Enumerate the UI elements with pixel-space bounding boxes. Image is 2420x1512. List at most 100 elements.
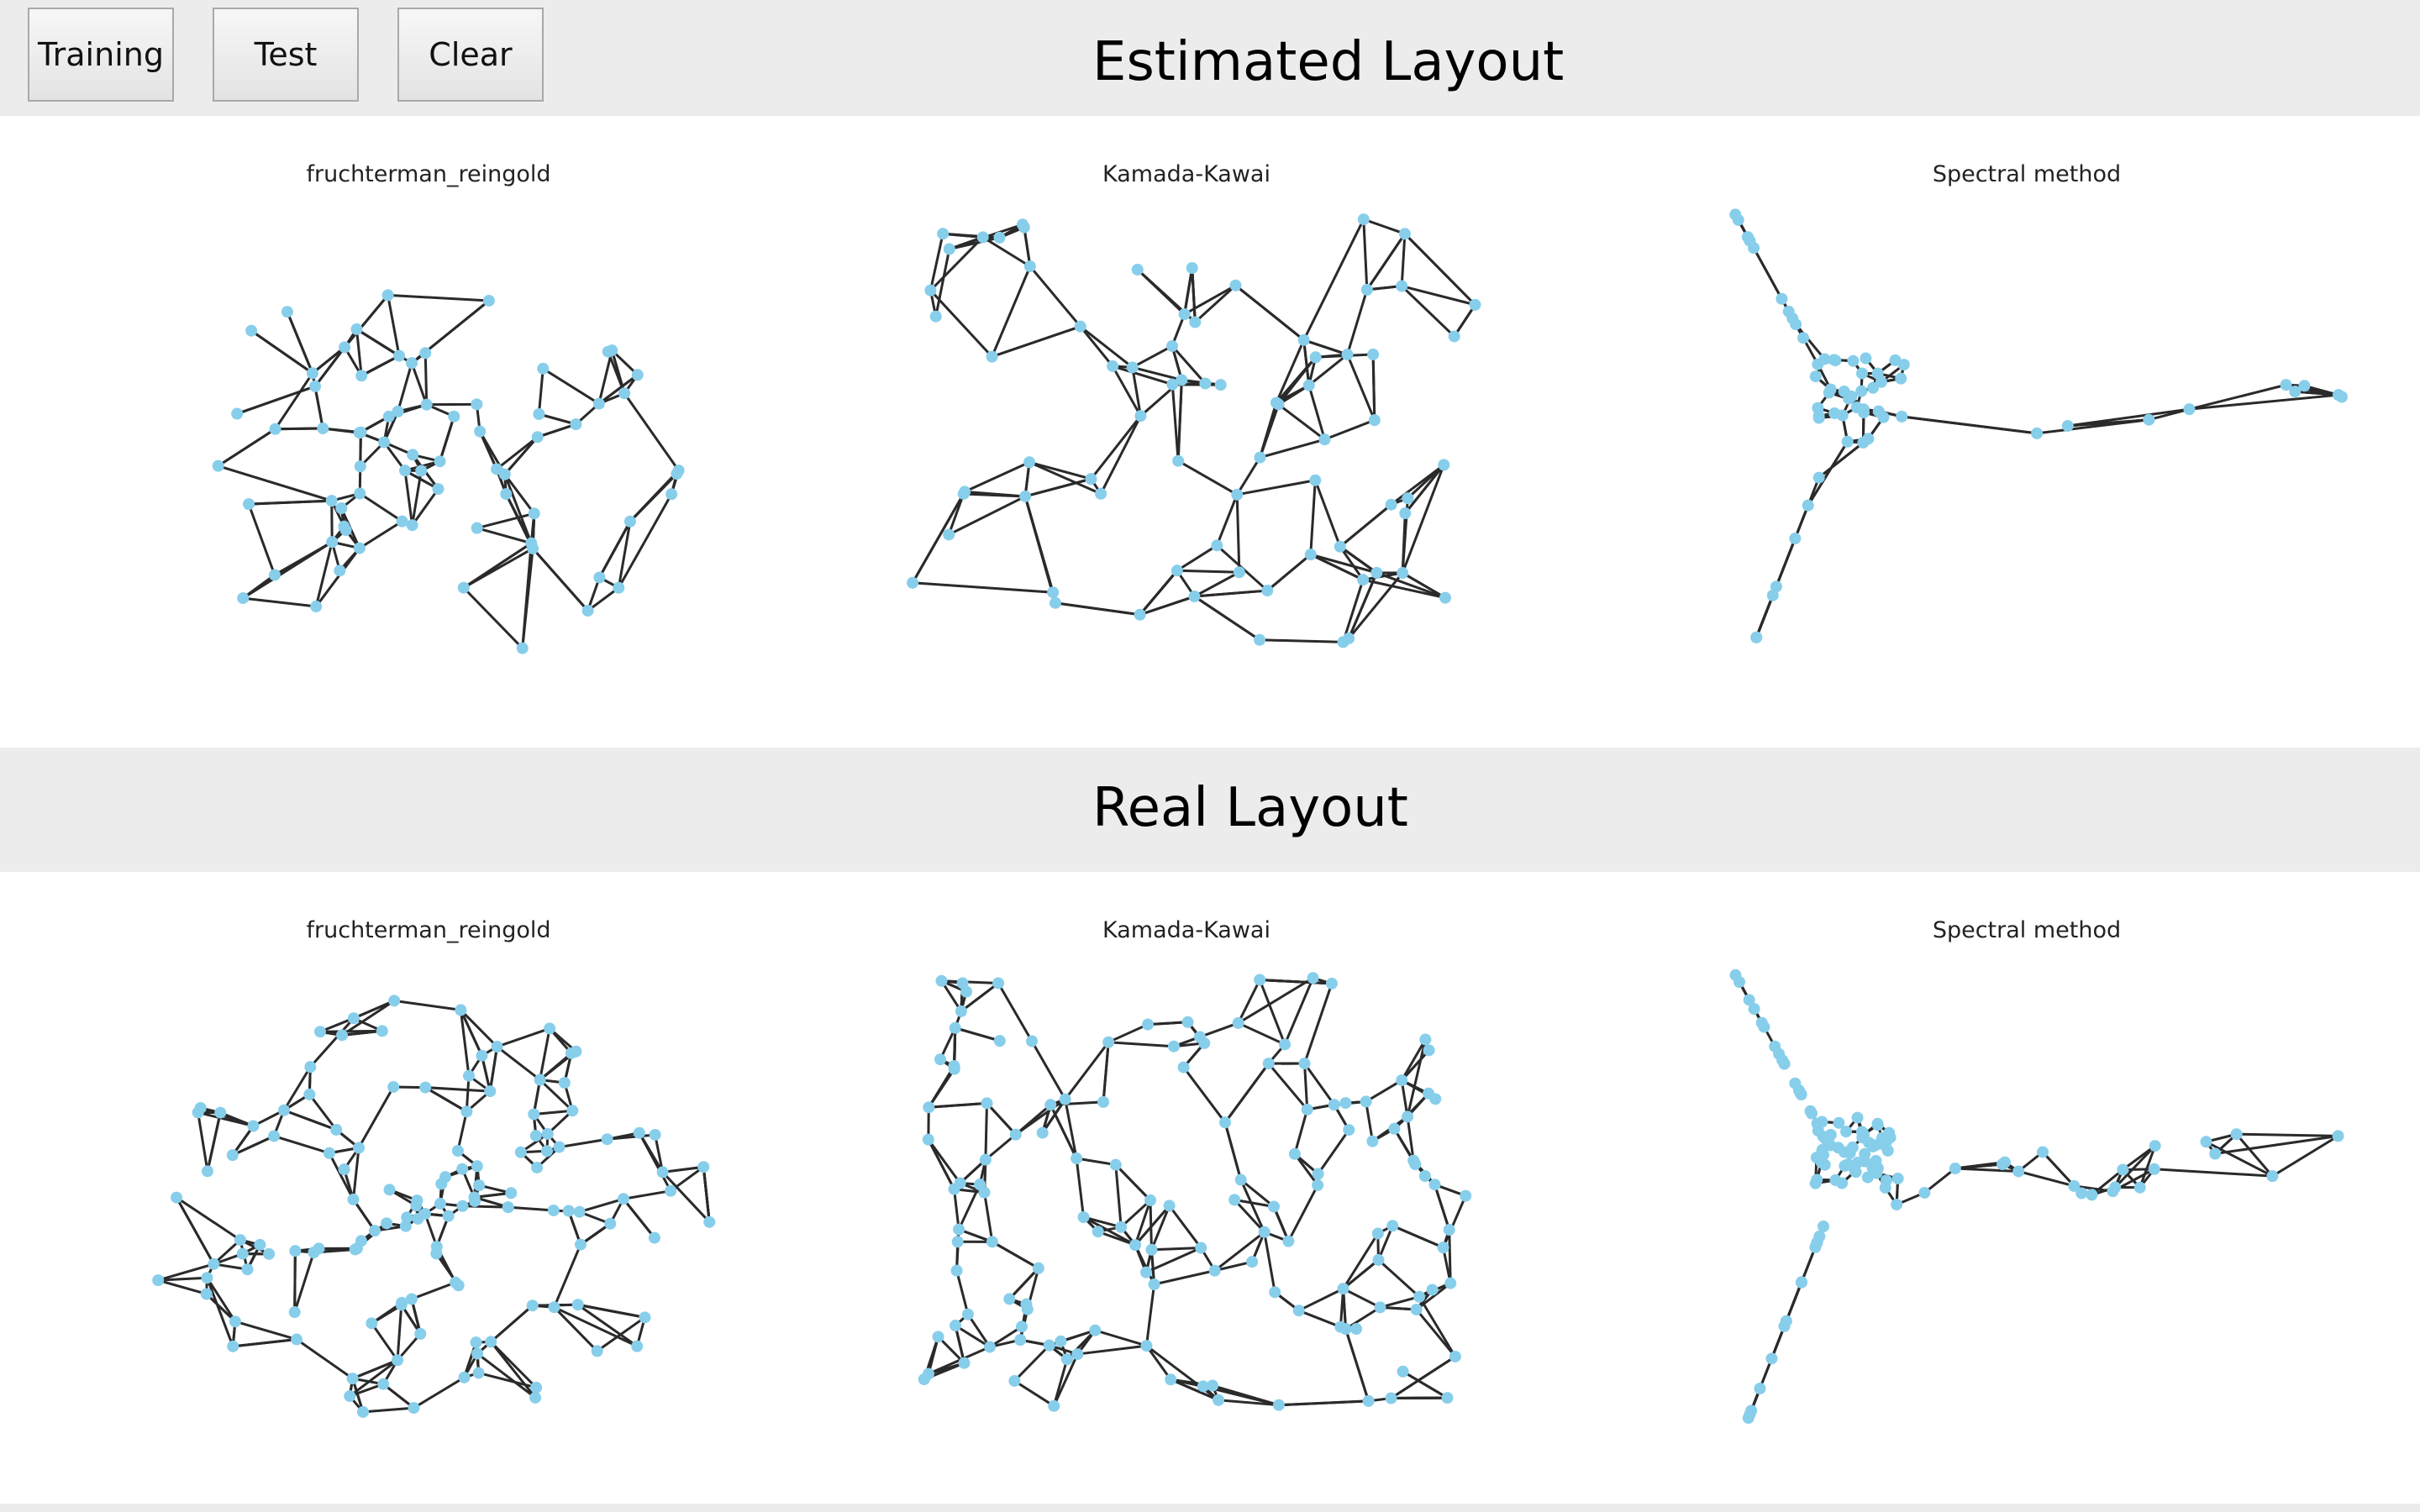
graph-edge — [1402, 571, 1446, 599]
graph-node — [1254, 633, 1266, 646]
graph-edge — [496, 436, 539, 470]
graph-edge — [1170, 1378, 1219, 1402]
graph-node — [405, 1293, 418, 1305]
graph-edge — [496, 1045, 541, 1081]
test-button[interactable]: Test — [213, 8, 359, 102]
graph-edge — [622, 1198, 656, 1239]
graph-node — [1859, 1155, 1871, 1168]
graph-node — [992, 977, 1005, 990]
graph-node — [1060, 1353, 1073, 1366]
graph-node — [1085, 473, 1097, 486]
graph-edge — [1151, 1247, 1202, 1252]
graph-edge — [1108, 1041, 1175, 1048]
graph-edge — [1362, 578, 1446, 600]
graph-node — [548, 1301, 560, 1314]
graph-node — [529, 1391, 542, 1404]
graph-node — [226, 1149, 239, 1162]
graph-node — [1302, 379, 1315, 391]
graph-edge — [1752, 247, 1783, 300]
graph-node — [1166, 378, 1179, 391]
graph-node — [268, 1130, 281, 1142]
graph-node — [399, 1220, 412, 1232]
graph-edge — [206, 1277, 237, 1323]
graph-node — [339, 524, 352, 537]
graph-node — [932, 1331, 944, 1343]
graph-node — [1232, 1016, 1244, 1029]
graph-edge — [1365, 233, 1407, 291]
graph-node — [1397, 567, 1409, 580]
graph-edge — [559, 1137, 608, 1149]
graph-node — [573, 1205, 586, 1218]
graph-edge — [1191, 267, 1197, 323]
graph-node — [604, 1217, 617, 1230]
graph-edge — [234, 1320, 297, 1341]
graph-node — [500, 488, 513, 501]
graph-edge — [503, 474, 533, 544]
graph-node — [1849, 1165, 1861, 1178]
graph-edge — [580, 1222, 612, 1246]
graph-node — [1439, 591, 1451, 604]
graph-edge — [476, 1305, 534, 1355]
graph-node — [2031, 427, 2044, 439]
graph-node — [1334, 1320, 1347, 1333]
graph-node — [470, 1336, 482, 1349]
graph-node — [442, 1210, 455, 1222]
training-button[interactable]: Training — [28, 8, 174, 102]
graph-edge — [476, 527, 532, 545]
clear-button[interactable]: Clear — [397, 8, 544, 102]
graph-edge — [213, 1238, 241, 1265]
graph-edge — [1193, 595, 1260, 641]
graph-node — [1207, 1379, 1219, 1392]
graph-node — [1131, 263, 1144, 276]
graph-edge — [283, 1109, 337, 1131]
graph-node — [366, 1317, 378, 1330]
graph-edge — [1339, 1289, 1345, 1327]
graph-node — [354, 460, 366, 473]
graph-node — [1398, 228, 1411, 240]
graph-node — [665, 1184, 677, 1197]
graph-node — [212, 459, 224, 472]
graph-node — [263, 1247, 276, 1260]
graph-node — [1396, 1074, 1408, 1087]
graph-edge — [1365, 1079, 1402, 1103]
graph-node — [703, 1215, 716, 1228]
graph-node — [1071, 1348, 1084, 1361]
graph-node — [943, 528, 955, 541]
graph-edge — [1400, 1079, 1409, 1117]
graph-edge — [1362, 219, 1369, 290]
graph-edge — [966, 1313, 992, 1348]
graph-edge — [411, 470, 423, 526]
graph-edge — [1277, 384, 1310, 406]
graph-node — [439, 1171, 452, 1184]
graph-node — [1167, 1040, 1180, 1053]
graph-node — [1773, 1047, 1786, 1060]
graph-node — [2061, 420, 2074, 433]
graph-node — [1867, 381, 1880, 394]
graph-edge — [1287, 1184, 1319, 1242]
graph-node — [1778, 1058, 1791, 1070]
graph-edge — [1076, 1157, 1117, 1167]
graph-edge — [293, 1251, 297, 1313]
graph-edge — [537, 368, 544, 415]
graph-node — [1889, 354, 1902, 366]
graph-edge — [1237, 976, 1314, 1025]
graph-edge — [274, 372, 314, 430]
graph-edge — [1276, 402, 1326, 441]
graph-edge — [1376, 571, 1446, 600]
graph-edge — [997, 982, 1034, 1042]
graph-edge — [937, 1336, 965, 1364]
graph-edge — [1954, 1167, 2019, 1173]
graph-edge — [1223, 1121, 1243, 1180]
graph-edge — [1263, 1231, 1276, 1293]
graph-node — [1341, 349, 1354, 361]
graph-node — [460, 1105, 473, 1118]
graph-edge — [1339, 545, 1378, 575]
graph-edge — [1400, 1038, 1427, 1081]
graph-node — [1312, 1168, 1324, 1180]
graph-edge — [942, 232, 983, 239]
graph-node — [924, 284, 937, 297]
graph-edge — [1052, 1353, 1079, 1407]
graph-edge — [521, 543, 533, 648]
graph-node — [398, 465, 411, 477]
graph-node — [1362, 1394, 1375, 1407]
